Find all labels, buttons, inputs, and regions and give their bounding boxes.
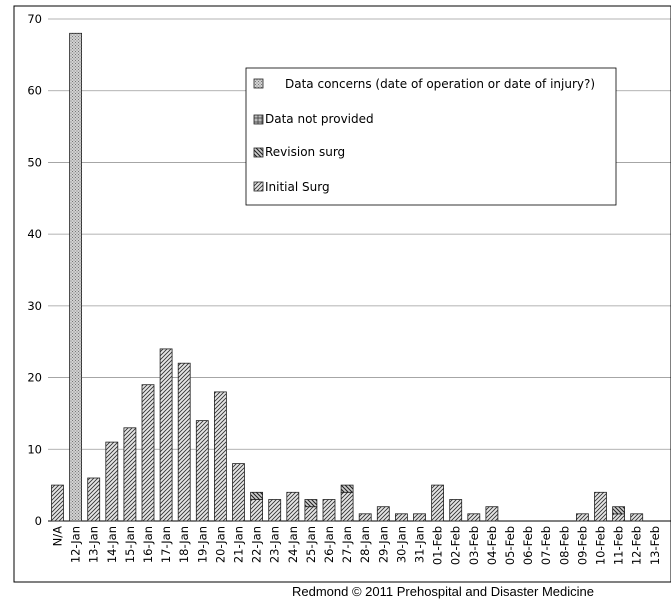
x-tick-label: 03-Feb bbox=[467, 526, 481, 565]
bar-revision-surg-25-jan bbox=[304, 499, 318, 508]
bar-initial-surg-03-feb bbox=[467, 513, 481, 522]
x-tick-label: 05-Feb bbox=[503, 526, 517, 565]
legend-label-revision-surg: Revision surg bbox=[265, 145, 345, 159]
x-tick-label: 20-Jan bbox=[213, 526, 227, 563]
x-tick-label: 25-Jan bbox=[304, 526, 318, 563]
x-tick-label: 17-Jan bbox=[159, 526, 173, 563]
x-tick-label: N/A bbox=[51, 526, 65, 546]
y-tick-label: 10 bbox=[27, 442, 42, 456]
x-tick-label: 19-Jan bbox=[195, 526, 209, 563]
bar-initial-surg-23-jan bbox=[268, 499, 282, 522]
legend-swatch-initial-surg bbox=[253, 181, 264, 192]
bar-initial-surg-31-jan bbox=[413, 513, 426, 522]
x-tick-label: 10-Feb bbox=[594, 526, 608, 565]
y-tick-label: 50 bbox=[27, 155, 42, 169]
bar-initial-surg-26-jan bbox=[322, 499, 336, 522]
legend-swatch-data-not-provided bbox=[253, 114, 264, 125]
bar-initial-surg-16-jan bbox=[141, 384, 155, 522]
bar-initial-surg-20-jan bbox=[213, 391, 227, 522]
x-tick-label: 07-Feb bbox=[539, 526, 553, 565]
x-tick-label: 30-Jan bbox=[394, 526, 408, 563]
bar-initial-surg-24-jan bbox=[286, 491, 300, 522]
x-tick-label: 13-Feb bbox=[648, 526, 662, 565]
plot-frame bbox=[13, 5, 671, 583]
legend-label-data-not-provided: Data not provided bbox=[265, 112, 374, 126]
x-tick-label: 23-Jan bbox=[268, 526, 282, 563]
bar-revision-surg-27-jan bbox=[340, 484, 354, 493]
x-tick-label: 12-Jan bbox=[69, 526, 83, 563]
legend-label-data-concerns: Data concerns (date of operation or date… bbox=[285, 77, 595, 91]
x-tick-label: 11-Feb bbox=[612, 526, 626, 565]
x-tick-label: 02-Feb bbox=[449, 526, 463, 565]
bar-initial-surg-21-jan bbox=[232, 463, 245, 522]
bar-initial-surg-18-jan bbox=[177, 362, 191, 522]
legend-box bbox=[245, 67, 617, 206]
x-tick-label: 15-Jan bbox=[123, 526, 137, 563]
x-tick-label: 06-Feb bbox=[521, 526, 535, 565]
bar-initial-surg-10-feb bbox=[594, 491, 607, 522]
y-tick-label: 40 bbox=[27, 227, 42, 241]
x-tick-label: 01-Feb bbox=[431, 526, 445, 565]
bar-initial-surg-14-jan bbox=[105, 441, 119, 522]
bar-initial-surg-28-jan bbox=[358, 513, 372, 522]
bar-initial-surg-19-jan bbox=[195, 420, 209, 522]
bar-data-concerns-date-of-operation-or-date-of-injury-12-jan bbox=[69, 32, 82, 522]
x-tick-label: 24-Jan bbox=[286, 526, 300, 563]
bar-revision-surg-11-feb bbox=[612, 506, 625, 515]
x-axis-ticks: N/A 12-Jan 13-Jan 14-Jan 15-Jan 16-Jan 17-Jan 1… bbox=[51, 526, 662, 565]
x-tick-label: 26-Jan bbox=[322, 526, 336, 563]
bar-initial-surg-17-jan bbox=[159, 348, 173, 522]
x-tick-label: 13-Jan bbox=[87, 526, 101, 563]
legend-swatch-data-concerns bbox=[253, 78, 264, 89]
x-tick-label: 14-Jan bbox=[105, 526, 119, 563]
bars bbox=[51, 32, 644, 522]
bar-initial-surg-13-jan bbox=[87, 477, 101, 522]
bar-revision-surg-22-jan bbox=[250, 491, 264, 500]
figure-credit: Redmond © 2011 Prehospital and Disaster … bbox=[292, 584, 595, 599]
legend-swatch-revision-surg bbox=[253, 147, 264, 158]
x-tick-label: 29-Jan bbox=[376, 526, 390, 563]
x-tick-label: 16-Jan bbox=[141, 526, 155, 563]
x-tick-label: 18-Jan bbox=[177, 526, 191, 563]
x-tick-label: 08-Feb bbox=[557, 526, 571, 565]
bar-initial-surg-01-feb bbox=[431, 484, 445, 522]
y-axis-ticks: 0 10 20 30 40 50 60 70 bbox=[27, 12, 42, 528]
y-tick-label: 70 bbox=[27, 12, 42, 26]
x-tick-label: 21-Jan bbox=[232, 526, 246, 563]
x-tick-label: 28-Jan bbox=[358, 526, 372, 563]
bar-initial-surg-15-jan bbox=[123, 427, 137, 522]
bar-initial-surg-09-feb bbox=[576, 513, 589, 522]
legend: Data concerns (date of operation or date… bbox=[245, 67, 617, 206]
x-tick-label: 09-Feb bbox=[575, 526, 589, 565]
bar-initial-surg-04-feb bbox=[485, 506, 499, 522]
x-tick-label: 12-Feb bbox=[630, 526, 644, 565]
y-tick-label: 20 bbox=[27, 371, 42, 385]
bar-initial-surg-27-jan bbox=[340, 491, 354, 522]
bar-initial-surg-n-a bbox=[51, 484, 64, 522]
x-tick-label: 04-Feb bbox=[485, 526, 499, 565]
bar-initial-surg-02-feb bbox=[449, 499, 463, 522]
bar-initial-surg-12-feb bbox=[630, 513, 644, 522]
bar-initial-surg-11-feb bbox=[612, 513, 625, 522]
x-tick-label: 22-Jan bbox=[250, 526, 264, 563]
legend-label-initial-surg: Initial Surg bbox=[265, 180, 330, 194]
y-tick-label: 0 bbox=[35, 514, 42, 528]
bar-initial-surg-22-jan bbox=[250, 499, 264, 522]
x-tick-label: 31-Jan bbox=[413, 526, 427, 563]
y-tick-label: 60 bbox=[27, 84, 42, 98]
y-tick-label: 30 bbox=[27, 299, 42, 313]
bar-initial-surg-30-jan bbox=[394, 513, 408, 522]
bar-initial-surg-25-jan bbox=[304, 506, 318, 522]
x-tick-label: 27-Jan bbox=[340, 526, 354, 563]
bar-initial-surg-29-jan bbox=[376, 506, 390, 522]
